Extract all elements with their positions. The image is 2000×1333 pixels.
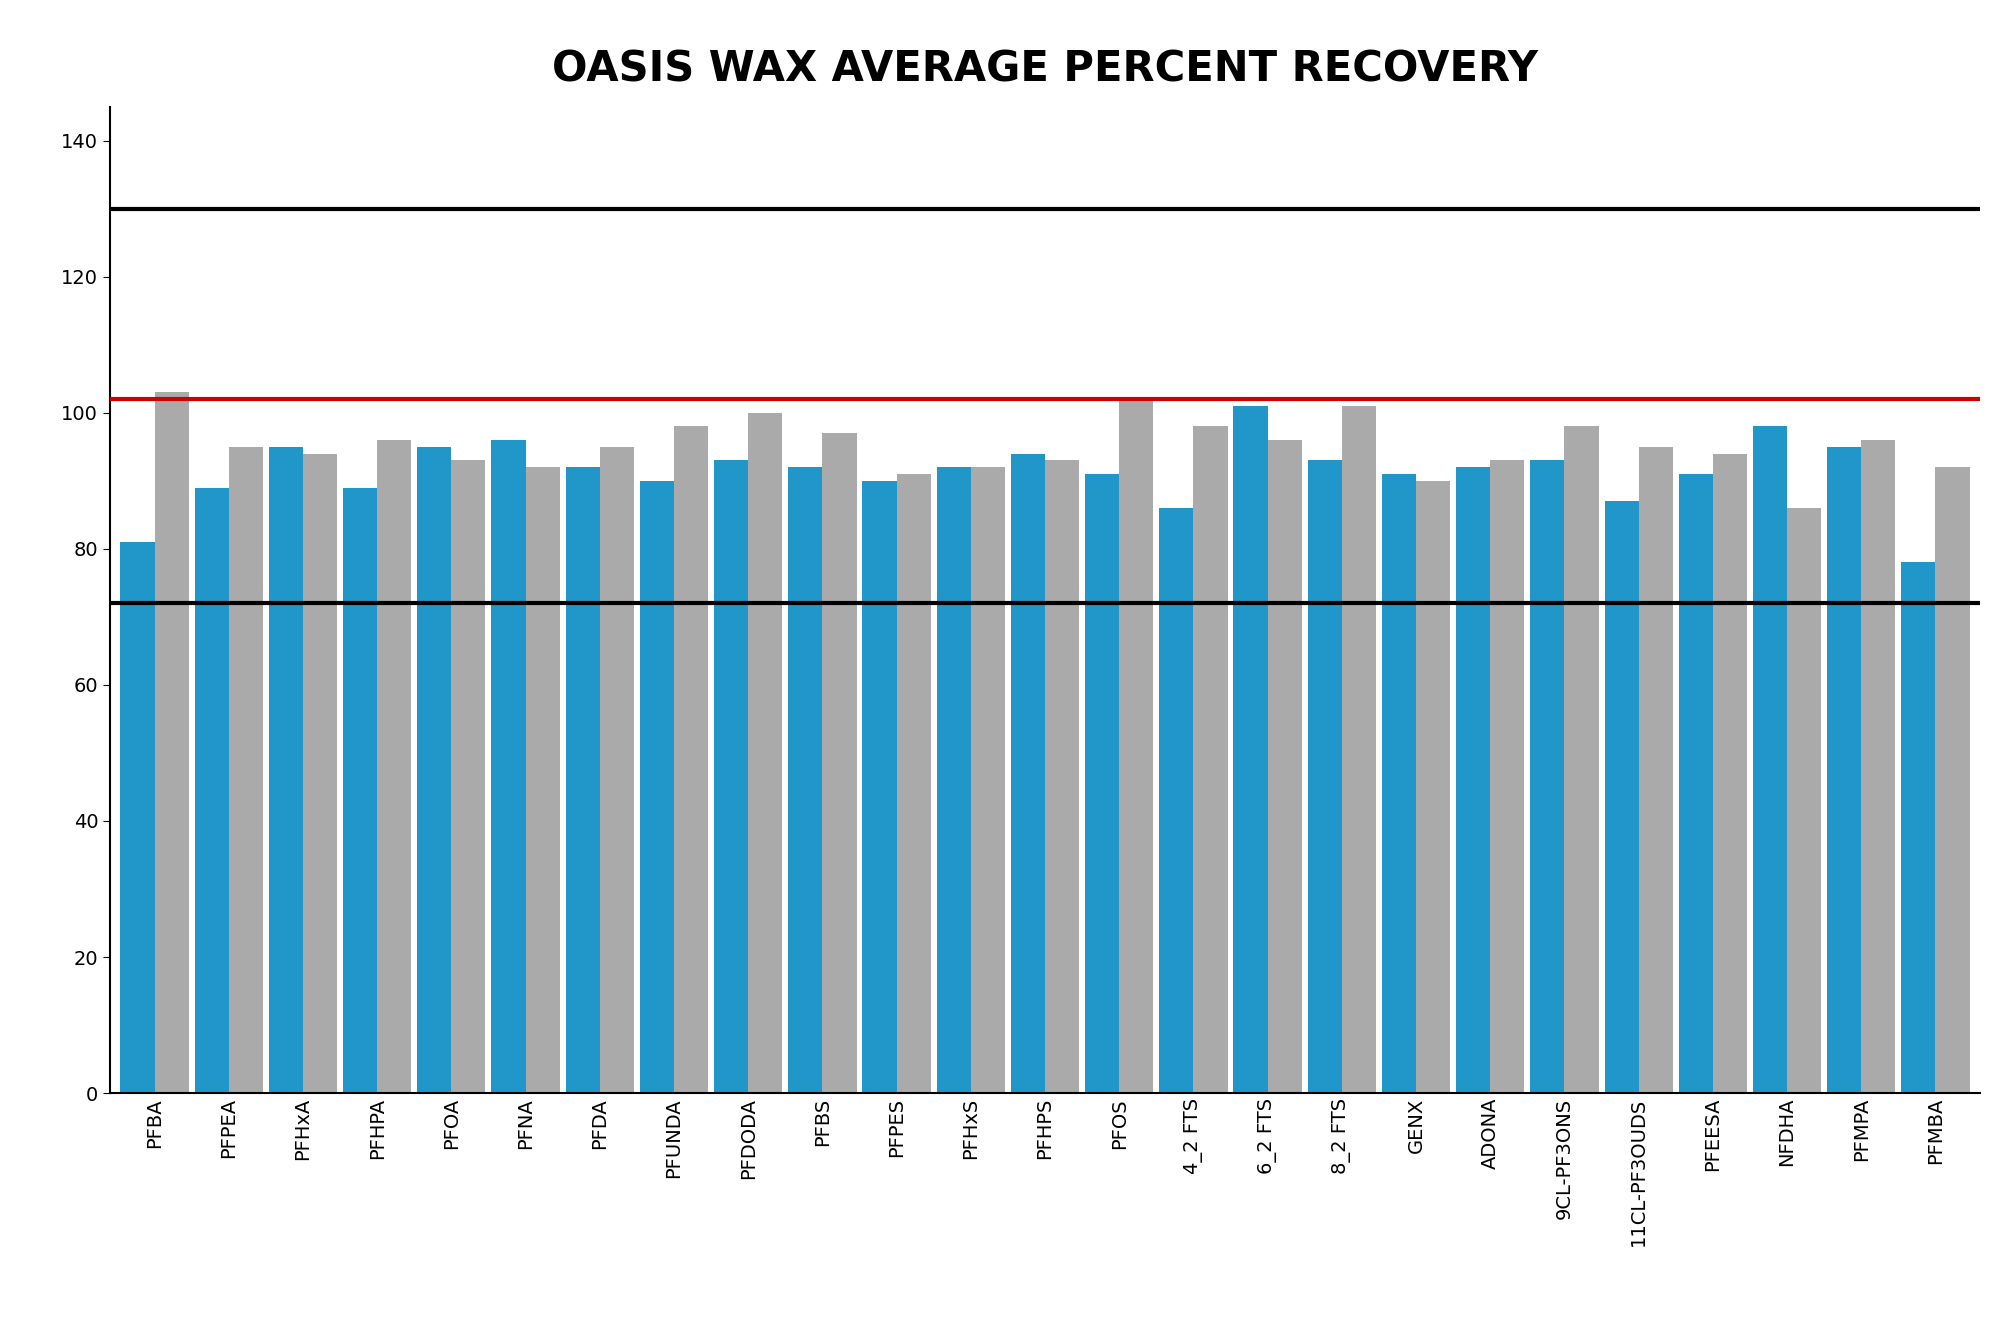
Bar: [1564, 427, 1598, 1093]
Bar: [344, 488, 378, 1093]
Bar: [268, 447, 302, 1093]
Bar: [1530, 460, 1564, 1093]
Bar: [1490, 460, 1524, 1093]
Bar: [302, 453, 338, 1093]
Title: OASIS WAX AVERAGE PERCENT RECOVERY: OASIS WAX AVERAGE PERCENT RECOVERY: [552, 48, 1538, 91]
Bar: [1456, 467, 1490, 1093]
Bar: [1268, 440, 1302, 1093]
Bar: [378, 440, 412, 1093]
Bar: [1234, 407, 1268, 1093]
Bar: [1712, 453, 1746, 1093]
Bar: [822, 433, 856, 1093]
Bar: [1342, 407, 1376, 1093]
Bar: [1160, 508, 1194, 1093]
Bar: [788, 467, 822, 1093]
Bar: [1638, 447, 1672, 1093]
Bar: [1678, 475, 1712, 1093]
Bar: [1308, 460, 1342, 1093]
Bar: [1120, 399, 1154, 1093]
Bar: [492, 440, 526, 1093]
Bar: [1416, 481, 1450, 1093]
Bar: [154, 392, 188, 1093]
Bar: [896, 475, 930, 1093]
Bar: [936, 467, 970, 1093]
Bar: [228, 447, 262, 1093]
Bar: [714, 460, 748, 1093]
Bar: [1788, 508, 1822, 1093]
Bar: [1194, 427, 1228, 1093]
Bar: [1752, 427, 1788, 1093]
Bar: [1902, 563, 1936, 1093]
Bar: [1086, 475, 1120, 1093]
Bar: [1044, 460, 1080, 1093]
Bar: [1828, 447, 1862, 1093]
Bar: [526, 467, 560, 1093]
Bar: [418, 447, 452, 1093]
Bar: [640, 481, 674, 1093]
Bar: [1936, 467, 1970, 1093]
Bar: [120, 543, 154, 1093]
Bar: [1010, 453, 1044, 1093]
Bar: [600, 447, 634, 1093]
Bar: [748, 413, 782, 1093]
Bar: [566, 467, 600, 1093]
Bar: [862, 481, 896, 1093]
Bar: [194, 488, 228, 1093]
Bar: [970, 467, 1004, 1093]
Bar: [1382, 475, 1416, 1093]
Bar: [674, 427, 708, 1093]
Bar: [452, 460, 486, 1093]
Bar: [1862, 440, 1896, 1093]
Bar: [1604, 501, 1638, 1093]
